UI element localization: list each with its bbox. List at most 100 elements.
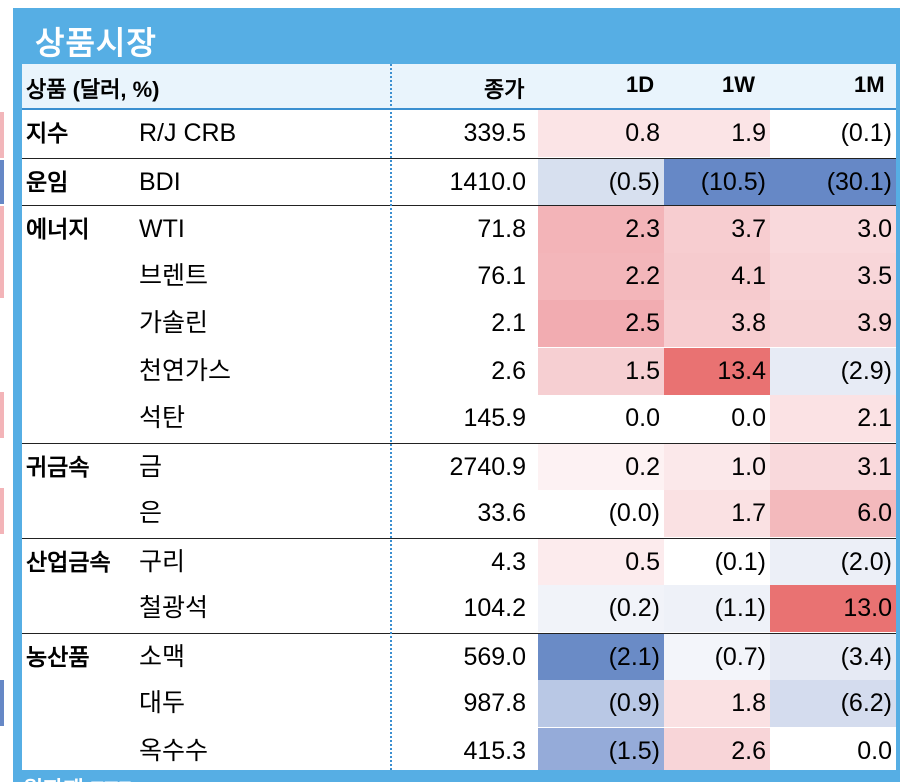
change-1w: (10.5) <box>664 158 770 206</box>
change-1m: (2.9) <box>770 347 896 395</box>
change-1d: 2.3 <box>538 206 664 253</box>
change-1w: (1.1) <box>664 585 770 632</box>
table-row: 옥수수 415.3 (1.5) 2.6 0.0 <box>22 727 896 775</box>
header-close: 종가 <box>484 77 525 102</box>
change-1m: 3.0 <box>770 206 896 253</box>
change-1d: 2.2 <box>538 252 664 300</box>
category-label: 지수 <box>26 120 69 146</box>
left-strip-segment <box>0 206 4 298</box>
change-1w: 1.7 <box>664 490 770 537</box>
commodity-name: BDI <box>139 167 181 196</box>
table-row: 귀금속 금 2740.9 0.2 1.0 3.1 <box>22 442 896 491</box>
table-row: 가솔린 2.1 2.5 3.8 3.9 <box>22 300 896 347</box>
close-value: 145.9 <box>463 404 526 432</box>
table-row: 지수 R/J CRB 339.5 0.8 1.9 (0.1) <box>22 110 896 157</box>
change-1d: 1.5 <box>538 347 664 395</box>
header-1w: 1W <box>722 72 755 97</box>
close-value: 104.2 <box>463 594 526 622</box>
change-1d: (0.9) <box>538 680 664 727</box>
change-1w: 2.6 <box>664 727 770 775</box>
change-1m: (30.1) <box>770 158 896 206</box>
close-value: 76.1 <box>477 261 526 290</box>
change-1m: (2.0) <box>770 538 896 586</box>
table-row: 농산품 소맥 569.0 (2.1) (0.7) (3.4) <box>22 632 896 681</box>
change-1m: 3.5 <box>770 252 896 300</box>
change-1d: (2.1) <box>538 633 664 681</box>
close-value: 2.6 <box>491 356 526 385</box>
change-1d: (0.0) <box>538 490 664 537</box>
table-header: 상품 (달러, %) 종가 1D 1W 1M <box>22 64 896 110</box>
left-strip-segment <box>0 680 4 726</box>
header-1m: 1M <box>854 72 885 97</box>
change-1d: 2.5 <box>538 300 664 347</box>
commodity-table: 상품 (달러, %) 종가 1D 1W 1M 지수 R/J CRB 339.5 0.8… <box>22 64 896 775</box>
change-1d: (0.5) <box>538 158 664 206</box>
commodity-name: R/J CRB <box>139 119 237 147</box>
table-row: 에너지 WTI 71.8 2.3 3.7 3.0 <box>22 205 896 253</box>
left-strip-segment <box>0 488 4 534</box>
commodity-name: 철광석 <box>139 594 209 622</box>
change-1m: 0.0 <box>770 727 896 775</box>
header-item: 상품 (달러, %) <box>26 77 160 102</box>
change-1d: (0.2) <box>538 585 664 632</box>
table-row: 산업금속 구리 4.3 0.5 (0.1) (2.0) <box>22 537 896 586</box>
change-1w: 1.0 <box>664 443 770 491</box>
table-row: 철광석 104.2 (0.2) (1.1) 13.0 <box>22 585 896 632</box>
change-1w: 4.1 <box>664 252 770 300</box>
close-value: 2740.9 <box>449 452 526 481</box>
table-row: 석탄 145.9 0.0 0.0 2.1 <box>22 395 896 442</box>
change-1d: 0.8 <box>538 110 664 157</box>
change-1m: 3.1 <box>770 443 896 491</box>
category-label: 농산품 <box>26 643 90 670</box>
change-1m: (3.4) <box>770 633 896 681</box>
change-1d: 0.0 <box>538 395 664 442</box>
close-value: 339.5 <box>463 119 526 147</box>
panel-title: 상품시장 <box>35 25 157 61</box>
change-1w: 3.8 <box>664 300 770 347</box>
left-edge-strip <box>0 0 6 782</box>
change-1w: 0.0 <box>664 395 770 442</box>
commodity-name: 가솔린 <box>139 309 209 337</box>
change-1w: (0.1) <box>664 538 770 586</box>
category-label: 귀금속 <box>26 453 90 480</box>
next-section-bar: 원자재 ETF <box>13 770 900 782</box>
close-value: 569.0 <box>463 642 526 671</box>
category-label: 운임 <box>26 168 69 195</box>
panel-title-bar: 상품시장 <box>13 8 900 64</box>
table-row: 천연가스 2.6 1.5 13.4 (2.9) <box>22 347 896 395</box>
commodity-name: 천연가스 <box>139 356 232 385</box>
category-label: 산업금속 <box>26 548 111 575</box>
column-divider <box>390 64 392 770</box>
table-row: 대두 987.8 (0.9) 1.8 (6.2) <box>22 680 896 727</box>
commodity-name: 은 <box>139 499 163 527</box>
change-1m: 6.0 <box>770 490 896 537</box>
commodity-name: WTI <box>139 215 185 243</box>
close-value: 987.8 <box>463 689 526 717</box>
change-1w: 13.4 <box>664 347 770 395</box>
change-1d: 0.5 <box>538 538 664 586</box>
commodity-name: 브렌트 <box>139 261 209 290</box>
change-1w: 1.8 <box>664 680 770 727</box>
left-strip-segment <box>0 392 4 438</box>
table-row: 은 33.6 (0.0) 1.7 6.0 <box>22 490 896 537</box>
close-value: 71.8 <box>477 215 526 243</box>
left-strip-segment <box>0 112 4 158</box>
change-1m: 2.1 <box>770 395 896 442</box>
commodity-name: 대두 <box>139 689 186 717</box>
close-value: 2.1 <box>491 309 526 337</box>
commodity-name: 소맥 <box>139 642 186 671</box>
change-1w: 1.9 <box>664 110 770 157</box>
table-row: 브렌트 76.1 2.2 4.1 3.5 <box>22 252 896 300</box>
close-value: 33.6 <box>477 499 526 527</box>
close-value: 1410.0 <box>449 167 526 196</box>
change-1w: 3.7 <box>664 206 770 253</box>
commodity-name: 금 <box>139 452 163 481</box>
category-label: 에너지 <box>26 216 90 242</box>
commodity-name: 구리 <box>139 547 186 576</box>
change-1d: (1.5) <box>538 727 664 775</box>
change-1m: (0.1) <box>770 110 896 157</box>
change-1w: (0.7) <box>664 633 770 681</box>
table-row: 운임 BDI 1410.0 (0.5) (10.5) (30.1) <box>22 157 896 206</box>
change-1d: 0.2 <box>538 443 664 491</box>
commodity-name: 석탄 <box>139 404 186 432</box>
